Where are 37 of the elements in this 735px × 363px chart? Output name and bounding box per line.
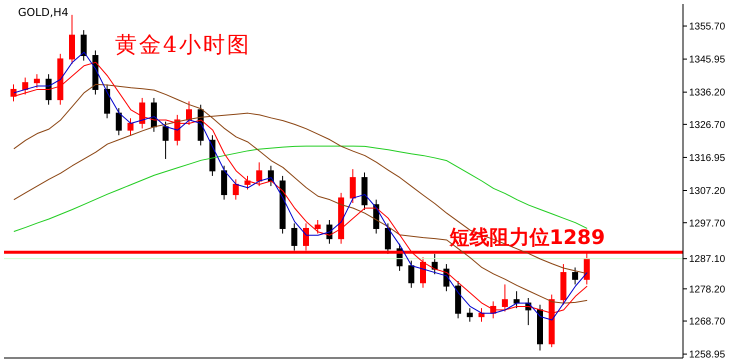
y-tick-label: 1278.20 — [689, 284, 726, 296]
candlestick — [116, 108, 122, 136]
y-tick-label: 1268.70 — [689, 316, 726, 328]
candlestick — [572, 266, 578, 285]
candlestick — [128, 118, 134, 136]
candlestick — [384, 222, 391, 254]
candlestick — [291, 222, 298, 252]
y-tick-label: 1336.20 — [689, 88, 726, 99]
candlestick — [478, 308, 484, 322]
candlestick — [420, 256, 426, 288]
candlestick — [139, 97, 146, 129]
candlestick — [104, 84, 110, 119]
chart-title: GOLD,H4 — [18, 6, 69, 19]
candlestick — [314, 219, 321, 234]
y-tick-label: 1287.10 — [689, 254, 726, 266]
y-tick-label: 1326.70 — [689, 120, 726, 131]
y-tick-label: 1316.95 — [689, 152, 726, 164]
y-tick-label: 1297.70 — [689, 218, 726, 230]
candlestick — [514, 290, 520, 309]
candlestick — [22, 77, 28, 96]
candlestick — [466, 308, 473, 322]
y-tick-label: 1345.95 — [689, 54, 726, 66]
candlestick — [221, 165, 228, 200]
candlestick — [244, 175, 250, 190]
candlestick — [350, 168, 356, 204]
y-tick-label: 1258.95 — [689, 350, 726, 361]
text: 黄金4小时图 — [115, 32, 251, 60]
candlestick — [408, 260, 414, 288]
candlestick — [69, 14, 75, 65]
y-tick-label: 1307.20 — [689, 186, 726, 198]
candlestick — [502, 284, 508, 312]
candlestick — [34, 74, 40, 88]
candlestick — [232, 178, 239, 200]
candlestick — [162, 121, 169, 160]
candlestick — [256, 162, 262, 187]
candlestick — [80, 30, 87, 62]
y-tick-label: 1355.70 — [689, 22, 726, 33]
